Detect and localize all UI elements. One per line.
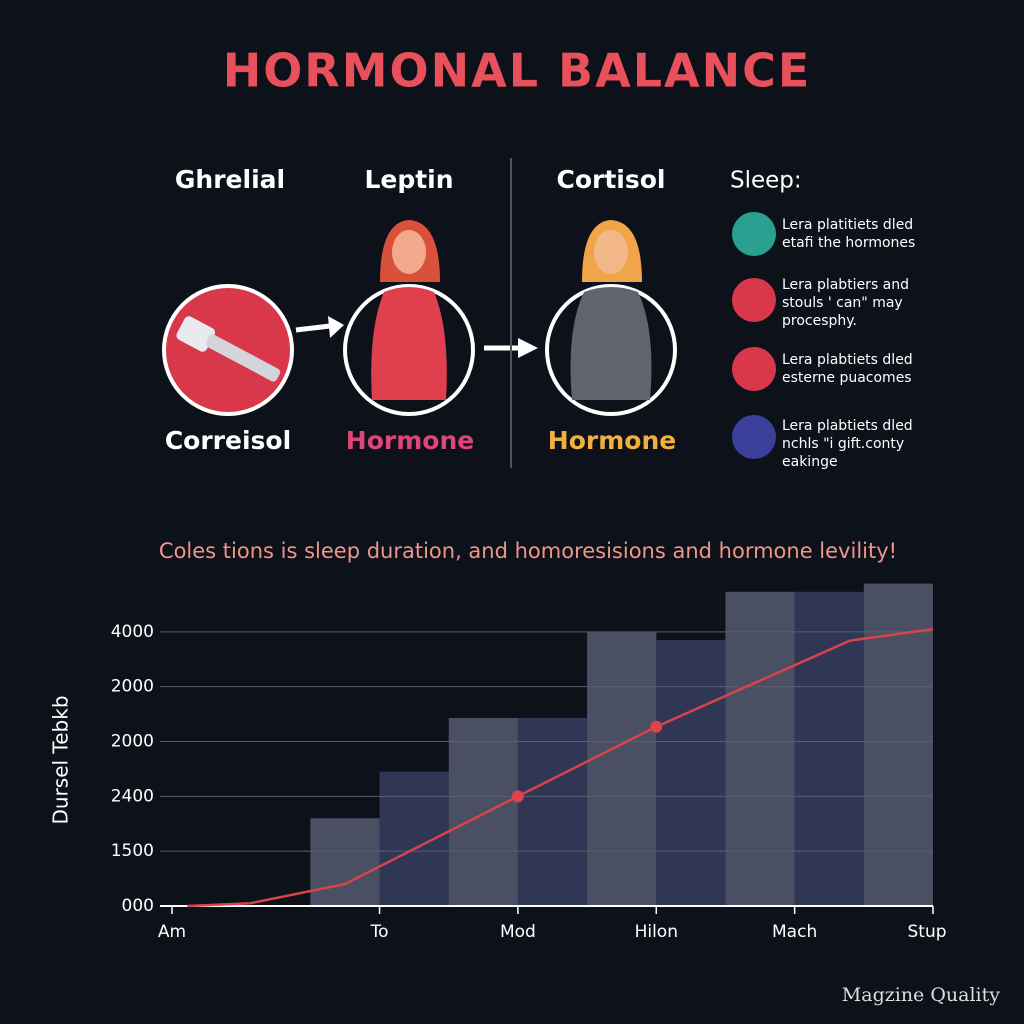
- plot: 000 1500 2400 2000 2000 4000 Am To Mod Hilon Mach S…: [111, 583, 947, 942]
- sleep-text: esterne puacomes: [782, 370, 912, 386]
- footer: Magzine Quality: [842, 984, 1000, 1006]
- sleep-icon: [732, 278, 776, 322]
- y-tick-label: 2000: [111, 732, 154, 752]
- sleep-icon: [732, 347, 776, 391]
- x-tick-label: Am: [158, 922, 186, 942]
- x-tick-label: Stup: [907, 922, 946, 942]
- bar: [517, 717, 588, 906]
- y-axis-label: Dursel Tebkb: [49, 695, 73, 824]
- hormone-caption: Hormone: [346, 426, 474, 455]
- body: [371, 287, 447, 400]
- face: [392, 230, 426, 274]
- marker: [650, 720, 663, 733]
- arrow: [295, 323, 331, 333]
- sleep-text: stouls ' can" may: [782, 295, 903, 311]
- sleep-text: Lera plabtiets dled: [782, 418, 913, 434]
- hormone-label: Ghrelial: [175, 165, 285, 194]
- sleep-title: Sleep:: [730, 168, 802, 194]
- bar: [310, 818, 380, 906]
- arrow-head: [518, 338, 538, 358]
- marker: [511, 790, 524, 803]
- sleep-text: Lera plabtiets dled: [782, 352, 913, 368]
- sleep-text: nchls "i gift.conty: [782, 436, 904, 452]
- chart-title: Coles tions is sleep duration, and homor…: [159, 539, 897, 563]
- bar: [656, 640, 726, 906]
- hormone-label: Cortisol: [557, 165, 666, 194]
- tool-icon: [176, 316, 281, 382]
- arrow-head: [328, 316, 344, 338]
- hormone-caption: Correisol: [165, 426, 291, 455]
- face: [594, 230, 628, 274]
- hormone-caption: Hormone: [548, 426, 676, 455]
- x-tick-label: Mod: [500, 922, 536, 942]
- sleep-text: Lera plabtiers and: [782, 277, 909, 293]
- sleep-text: Lera platitiets dled: [782, 217, 913, 233]
- bar: [794, 591, 864, 906]
- sleep-icon: [732, 212, 776, 256]
- sleep-text: etafi the hormones: [782, 235, 915, 251]
- bar: [587, 631, 657, 906]
- page-title: HORMONAL BALANCE: [223, 44, 812, 98]
- y-tick-label: 2400: [111, 786, 154, 806]
- x-tick-label: Mach: [772, 922, 817, 942]
- y-tick-label: 1500: [111, 841, 154, 861]
- sleep-icon: [732, 415, 776, 459]
- x-tick-label: Hilon: [635, 922, 678, 942]
- x-tick-label: To: [370, 922, 389, 942]
- bar: [725, 591, 795, 906]
- hormone-label: Leptin: [364, 165, 453, 194]
- sleep-texts: Lera platitiets dled etafi the hormones Le…: [782, 217, 915, 470]
- y-tick-label: 2000: [111, 677, 154, 697]
- bar: [379, 771, 449, 906]
- y-tick-label: 4000: [111, 622, 154, 642]
- body: [570, 287, 652, 400]
- bar: [448, 717, 518, 906]
- sleep-text: procesphy.: [782, 313, 857, 329]
- sleep-text: eakinge: [782, 454, 838, 470]
- y-tick-label: 000: [122, 896, 154, 916]
